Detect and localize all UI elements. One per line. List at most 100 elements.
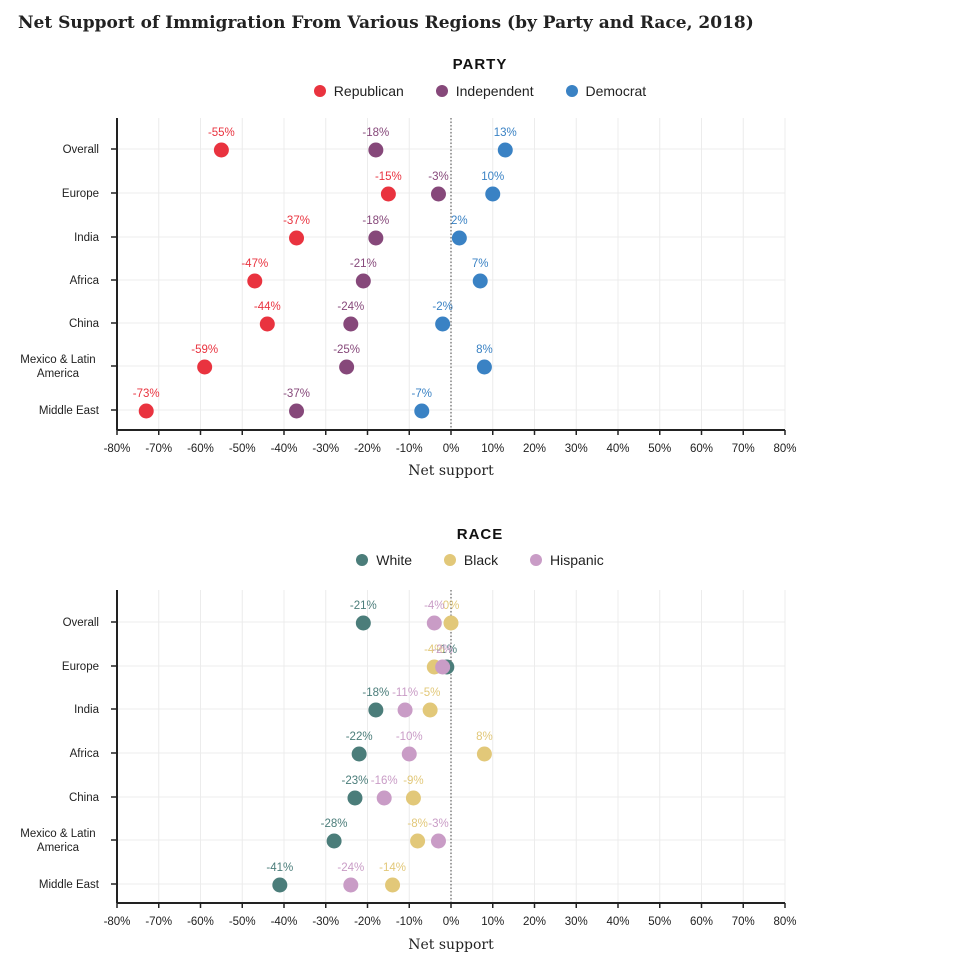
legend-dot-black bbox=[443, 554, 456, 566]
value-label-hispanic-india: -11% bbox=[392, 687, 418, 699]
dot-hispanic-africa bbox=[401, 746, 417, 762]
x-tick-label: -20% bbox=[354, 443, 381, 455]
x-tick-label: -80% bbox=[104, 443, 131, 455]
legend-label-independent: Independent bbox=[455, 83, 534, 99]
category-label-india: India bbox=[74, 704, 100, 716]
dot-white-india bbox=[368, 702, 384, 718]
dot-independent-overall bbox=[368, 142, 384, 158]
dot-white-overall bbox=[355, 615, 371, 631]
x-axis-title: Net support bbox=[408, 937, 494, 953]
value-label-independent-china: -24% bbox=[337, 301, 364, 313]
legend-label-black: Black bbox=[463, 552, 499, 568]
x-tick-label: 50% bbox=[648, 916, 671, 928]
value-label-hispanic-overall: -4% bbox=[424, 600, 444, 612]
legend-label-hispanic: Hispanic bbox=[550, 552, 604, 568]
x-tick-label: 40% bbox=[606, 916, 629, 928]
value-label-white-europe: -1% bbox=[437, 644, 457, 656]
dot-republican-middle-east bbox=[138, 403, 154, 419]
x-tick-label: 60% bbox=[690, 443, 713, 455]
dot-republican-mexico-latin-america bbox=[197, 359, 213, 375]
dot-black-africa bbox=[476, 746, 492, 762]
panel-race: -80% -70% -60% -50% -40% -30% -20% -10% 0% 10% 20%… bbox=[20, 590, 797, 953]
x-tick-label: 10% bbox=[481, 443, 504, 455]
x-tick-label: 70% bbox=[732, 443, 755, 455]
dot-independent-china bbox=[343, 316, 359, 332]
x-tick-label: 60% bbox=[690, 916, 713, 928]
dot-democrat-europe bbox=[485, 186, 501, 202]
category-label-overall: Overall bbox=[63, 617, 99, 629]
x-tick-label: 30% bbox=[565, 443, 588, 455]
legend-race: White Black Hispanic bbox=[0, 552, 960, 568]
value-label-republican-mexico-latin-america: -59% bbox=[191, 344, 218, 356]
value-label-white-overall: -21% bbox=[350, 600, 377, 612]
x-tick-label: -60% bbox=[187, 916, 214, 928]
x-tick-label: 80% bbox=[773, 916, 796, 928]
dot-democrat-india bbox=[451, 230, 467, 246]
dot-black-overall bbox=[443, 615, 459, 631]
dot-white-mexico-latin-america bbox=[326, 833, 342, 849]
dot-republican-europe bbox=[380, 186, 396, 202]
x-tick-label: -60% bbox=[187, 443, 214, 455]
category-label-china: China bbox=[69, 318, 100, 330]
value-label-independent-mexico-latin-america: -25% bbox=[333, 344, 360, 356]
chart-title: Net Support of Immigration From Various … bbox=[18, 13, 754, 33]
dot-hispanic-middle-east bbox=[343, 877, 359, 893]
value-label-republican-middle-east: -73% bbox=[133, 388, 160, 400]
x-tick-label: -40% bbox=[271, 443, 298, 455]
dot-democrat-middle-east bbox=[414, 403, 430, 419]
category-label-china: China bbox=[69, 792, 100, 804]
category-label-europe: Europe bbox=[62, 661, 99, 673]
value-label-democrat-overall: 13% bbox=[494, 127, 517, 139]
value-label-black-china: -9% bbox=[403, 775, 423, 787]
legend-label-white: White bbox=[376, 552, 413, 568]
value-label-independent-africa: -21% bbox=[350, 258, 377, 270]
x-tick-label: -30% bbox=[312, 916, 339, 928]
value-label-black-europe: -4% bbox=[424, 644, 444, 656]
legend-item-hispanic: Hispanic bbox=[530, 552, 604, 568]
value-label-independent-overall: -18% bbox=[362, 127, 389, 139]
category-label-middle-east: Middle East bbox=[39, 879, 100, 891]
dot-white-africa bbox=[351, 746, 367, 762]
value-label-democrat-china: -2% bbox=[432, 301, 452, 313]
value-label-republican-europe: -15% bbox=[375, 171, 402, 183]
legend-dot-democrat bbox=[565, 85, 578, 97]
panel-party: -80% -70% -60% -50% -40% -30% -20% -10% 0% 10% 20%… bbox=[20, 118, 797, 479]
dot-democrat-china bbox=[435, 316, 451, 332]
dot-republican-india bbox=[289, 230, 305, 246]
x-tick-label: -10% bbox=[396, 443, 423, 455]
x-tick-label: -10% bbox=[396, 916, 423, 928]
category-label-africa: Africa bbox=[70, 275, 100, 287]
value-label-white-india: -18% bbox=[362, 687, 389, 699]
dot-democrat-overall bbox=[497, 142, 513, 158]
value-label-white-africa: -22% bbox=[346, 731, 373, 743]
panel-title-party: PARTY bbox=[452, 56, 508, 73]
value-label-hispanic-middle-east: -24% bbox=[337, 862, 364, 874]
x-tick-label: -40% bbox=[271, 916, 298, 928]
dot-black-india bbox=[422, 702, 438, 718]
x-tick-label: 0% bbox=[443, 443, 460, 455]
x-tick-label: 50% bbox=[648, 443, 671, 455]
legend-dot-republican bbox=[313, 85, 326, 97]
value-label-democrat-mexico-latin-america: 8% bbox=[476, 344, 493, 356]
category-label-africa: Africa bbox=[70, 748, 100, 760]
legend-dot-independent bbox=[435, 85, 448, 97]
legend-dot-hispanic bbox=[530, 554, 543, 566]
value-label-independent-india: -18% bbox=[362, 215, 389, 227]
value-label-white-middle-east: -41% bbox=[266, 862, 293, 874]
dot-black-mexico-latin-america bbox=[410, 833, 426, 849]
value-label-republican-overall: -55% bbox=[208, 127, 235, 139]
panel-title-race: RACE bbox=[456, 526, 504, 543]
value-label-white-mexico-latin-america: -28% bbox=[321, 818, 348, 830]
value-label-hispanic-china: -16% bbox=[371, 775, 398, 787]
value-label-hispanic-mexico-latin-america: -3% bbox=[428, 818, 448, 830]
value-label-black-africa: 8% bbox=[476, 731, 493, 743]
value-label-republican-china: -44% bbox=[254, 301, 281, 313]
legend-label-democrat: Democrat bbox=[585, 83, 647, 99]
value-label-black-india: -5% bbox=[420, 687, 440, 699]
x-axis-title: Net support bbox=[408, 463, 494, 479]
dot-hispanic-mexico-latin-america bbox=[430, 833, 446, 849]
value-label-independent-middle-east: -37% bbox=[283, 388, 310, 400]
legend-item-black: Black bbox=[443, 552, 499, 568]
dot-independent-mexico-latin-america bbox=[339, 359, 355, 375]
